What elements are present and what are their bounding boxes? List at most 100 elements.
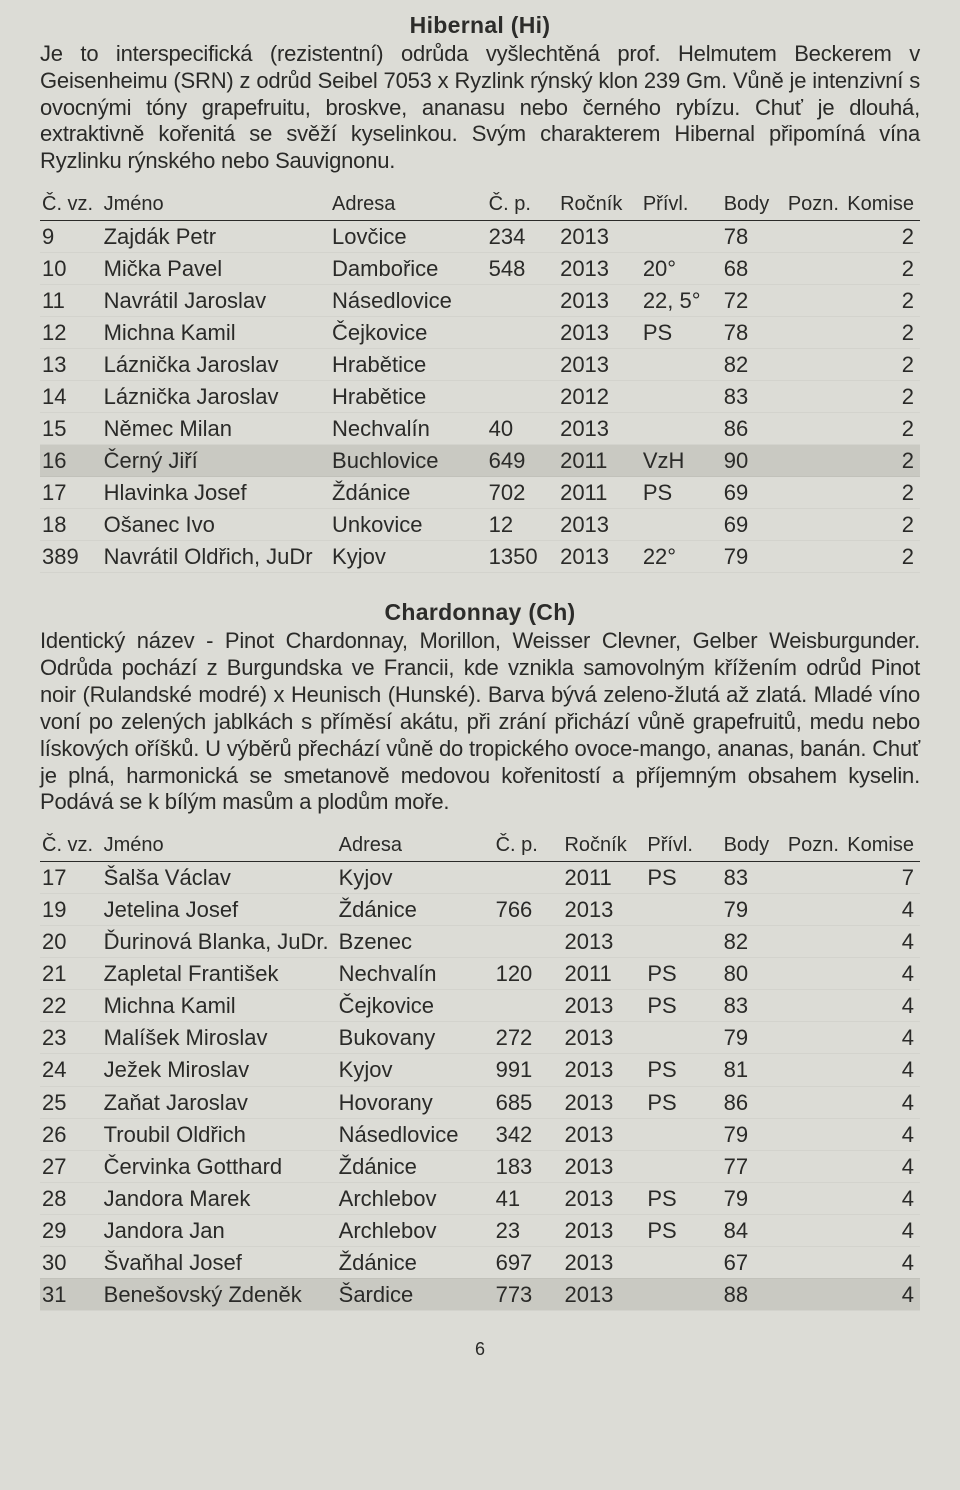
cell-privl: PS — [645, 958, 721, 990]
cell-cp — [494, 990, 563, 1022]
cell-cp: 649 — [487, 445, 558, 477]
cell-komise: 4 — [843, 1086, 920, 1118]
cell-pozn — [786, 1086, 843, 1118]
cell-jmeno: Ježek Miroslav — [102, 1054, 337, 1086]
table-body: 9Zajdák PetrLovčice234201378210Mička Pav… — [40, 221, 920, 573]
table-row: 16Černý JiříBuchlovice6492011VzH902 — [40, 445, 920, 477]
cell-cp: 548 — [487, 253, 558, 285]
cell-cp: 272 — [494, 1022, 563, 1054]
cell-pozn — [786, 894, 843, 926]
section-title: Hibernal (Hi) — [40, 12, 920, 39]
cell-privl: 20° — [641, 253, 722, 285]
cell-adresa: Kyjov — [337, 862, 494, 894]
cell-komise: 2 — [843, 381, 920, 413]
col-rocnik: Ročník — [562, 834, 645, 862]
table-row: 389Navrátil Oldřich, JuDrKyjov1350201322… — [40, 541, 920, 573]
table-row: 13Láznička JaroslavHrabětice2013822 — [40, 349, 920, 381]
cell-privl: PS — [645, 1214, 721, 1246]
cell-pozn — [786, 1118, 843, 1150]
table-row: 27Červinka GotthardŽdánice1832013774 — [40, 1150, 920, 1182]
cell-adresa: Ždánice — [337, 894, 494, 926]
cell-komise: 4 — [843, 958, 920, 990]
wine-table: Č. vz. Jméno Adresa Č. p. Ročník Přívl. … — [40, 834, 920, 1310]
cell-rocnik: 2011 — [558, 477, 641, 509]
cell-body: 77 — [722, 1150, 786, 1182]
table-row: 14Láznička JaroslavHrabětice2012832 — [40, 381, 920, 413]
cell-jmeno: Michna Kamil — [102, 317, 330, 349]
cell-komise: 4 — [843, 1054, 920, 1086]
cell-pozn — [786, 990, 843, 1022]
cell-jmeno: Benešovský Zdeněk — [102, 1278, 337, 1310]
cell-jmeno: Jandora Marek — [102, 1182, 337, 1214]
cell-adresa: Násedlovice — [337, 1118, 494, 1150]
cell-komise: 2 — [843, 317, 920, 349]
cell-rocnik: 2013 — [562, 1118, 645, 1150]
cell-pozn — [786, 1246, 843, 1278]
cell-rocnik: 2013 — [558, 541, 641, 573]
cell-privl: PS — [645, 1086, 721, 1118]
cell-cvz: 20 — [40, 926, 102, 958]
cell-komise: 4 — [843, 1182, 920, 1214]
table-row: 23Malíšek MiroslavBukovany2722013794 — [40, 1022, 920, 1054]
cell-cvz: 17 — [40, 477, 102, 509]
cell-privl — [645, 926, 721, 958]
cell-komise: 4 — [843, 1246, 920, 1278]
table-row: 20Ďurinová Blanka, JuDr.Bzenec2013824 — [40, 926, 920, 958]
cell-pozn — [786, 1214, 843, 1246]
cell-cp: 773 — [494, 1278, 563, 1310]
cell-cvz: 18 — [40, 509, 102, 541]
cell-privl — [645, 1246, 721, 1278]
col-jmeno: Jméno — [102, 834, 337, 862]
cell-cvz: 389 — [40, 541, 102, 573]
cell-body: 83 — [722, 990, 786, 1022]
col-cp: Č. p. — [487, 193, 558, 221]
cell-adresa: Bukovany — [337, 1022, 494, 1054]
table-row: 29Jandora JanArchlebov232013PS844 — [40, 1214, 920, 1246]
cell-cvz: 24 — [40, 1054, 102, 1086]
table-row: 22Michna KamilČejkovice2013PS834 — [40, 990, 920, 1022]
col-komise: Komise — [843, 834, 920, 862]
cell-cp: 40 — [487, 413, 558, 445]
cell-jmeno: Hlavinka Josef — [102, 477, 330, 509]
cell-body: 79 — [722, 1118, 786, 1150]
table-row: 19Jetelina JosefŽdánice7662013794 — [40, 894, 920, 926]
cell-body: 88 — [722, 1278, 786, 1310]
table-row: 25Zaňat JaroslavHovorany6852013PS864 — [40, 1086, 920, 1118]
table-row: 11Navrátil JaroslavNásedlovice201322, 5°… — [40, 285, 920, 317]
cell-komise: 2 — [843, 509, 920, 541]
section-title: Chardonnay (Ch) — [40, 599, 920, 626]
cell-komise: 4 — [843, 1278, 920, 1310]
cell-pozn — [786, 509, 843, 541]
cell-cvz: 9 — [40, 221, 102, 253]
col-jmeno: Jméno — [102, 193, 330, 221]
cell-komise: 2 — [843, 221, 920, 253]
table-row: 10Mička PavelDambořice548201320°682 — [40, 253, 920, 285]
cell-adresa: Násedlovice — [330, 285, 487, 317]
cell-body: 79 — [722, 1022, 786, 1054]
col-privl: Přívl. — [641, 193, 722, 221]
cell-cvz: 28 — [40, 1182, 102, 1214]
cell-body: 79 — [722, 1182, 786, 1214]
cell-pozn — [786, 1150, 843, 1182]
cell-rocnik: 2013 — [558, 349, 641, 381]
cell-cp — [487, 285, 558, 317]
cell-cp: 183 — [494, 1150, 563, 1182]
cell-rocnik: 2013 — [558, 317, 641, 349]
cell-privl: PS — [645, 990, 721, 1022]
cell-privl — [641, 221, 722, 253]
cell-pozn — [786, 541, 843, 573]
cell-cp: 1350 — [487, 541, 558, 573]
cell-privl: PS — [645, 862, 721, 894]
cell-komise: 4 — [843, 990, 920, 1022]
cell-jmeno: Láznička Jaroslav — [102, 381, 330, 413]
cell-body: 86 — [722, 413, 786, 445]
cell-jmeno: Malíšek Miroslav — [102, 1022, 337, 1054]
cell-komise: 2 — [843, 413, 920, 445]
cell-pozn — [786, 477, 843, 509]
cell-body: 82 — [722, 349, 786, 381]
cell-adresa: Nechvalín — [330, 413, 487, 445]
cell-rocnik: 2013 — [562, 1182, 645, 1214]
cell-rocnik: 2013 — [562, 926, 645, 958]
cell-rocnik: 2013 — [558, 253, 641, 285]
cell-rocnik: 2013 — [562, 1278, 645, 1310]
